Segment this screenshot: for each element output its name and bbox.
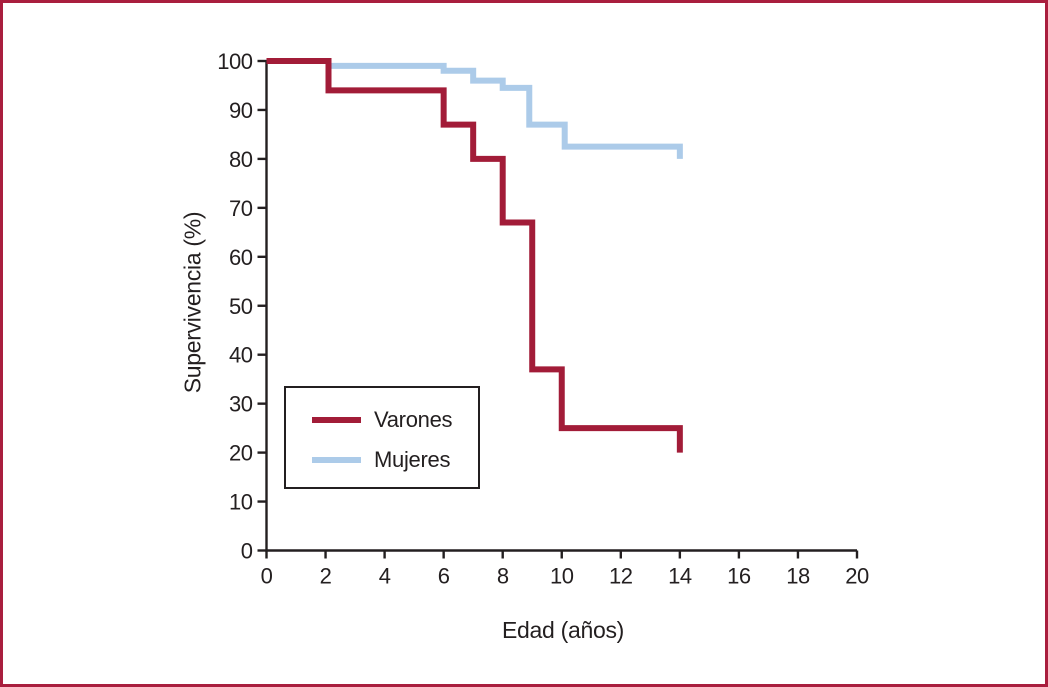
y-tick-label: 90 [229, 98, 253, 123]
y-tick-label: 60 [229, 245, 253, 270]
axis-ticks [257, 59, 859, 559]
legend-box: Varones Mujeres [284, 386, 480, 489]
legend-item-mujeres: Mujeres [312, 440, 478, 480]
series-line-varones [266, 58, 683, 453]
x-tick-label: 4 [379, 564, 391, 589]
series-line-mujeres [266, 58, 683, 159]
y-tick-label: 40 [229, 343, 253, 368]
axis-tick-labels: 0 2 4 6 8 10 12 14 16 18 20 0 10 20 30 40 50 60 70 80 90 100 [217, 49, 869, 589]
y-tick-label: 80 [229, 147, 253, 172]
x-tick-label: 10 [550, 564, 574, 589]
y-tick-label: 10 [229, 490, 253, 515]
x-tick-label: 2 [320, 564, 332, 589]
y-tick-label: 100 [217, 49, 252, 74]
y-axis-title: Supervivencia (%) [179, 211, 206, 394]
x-tick-label: 20 [845, 564, 869, 589]
x-tick-label: 18 [786, 564, 810, 589]
x-tick-label: 12 [609, 564, 633, 589]
series-lines [266, 58, 683, 453]
x-tick-label: 14 [668, 564, 692, 589]
y-tick-label: 20 [229, 441, 253, 466]
legend-label-mujeres: Mujeres [374, 447, 451, 472]
y-tick-label: 70 [229, 196, 253, 221]
legend-label-varones: Varones [374, 407, 453, 432]
y-tick-label: 0 [241, 539, 253, 564]
legend-swatch-varones [312, 417, 361, 423]
legend-item-varones: Varones [312, 400, 478, 440]
survival-chart: 0 2 4 6 8 10 12 14 16 18 20 0 10 20 30 40 50 60 70 80 90 100 [217, 49, 869, 589]
legend-swatch-mujeres [312, 457, 361, 463]
x-tick-label: 8 [497, 564, 509, 589]
x-axis-title: Edad (años) [502, 617, 624, 643]
y-tick-label: 30 [229, 392, 253, 417]
x-tick-label: 6 [438, 564, 450, 589]
y-tick-label: 50 [229, 294, 253, 319]
x-tick-label: 16 [727, 564, 751, 589]
x-tick-label: 0 [261, 564, 273, 589]
